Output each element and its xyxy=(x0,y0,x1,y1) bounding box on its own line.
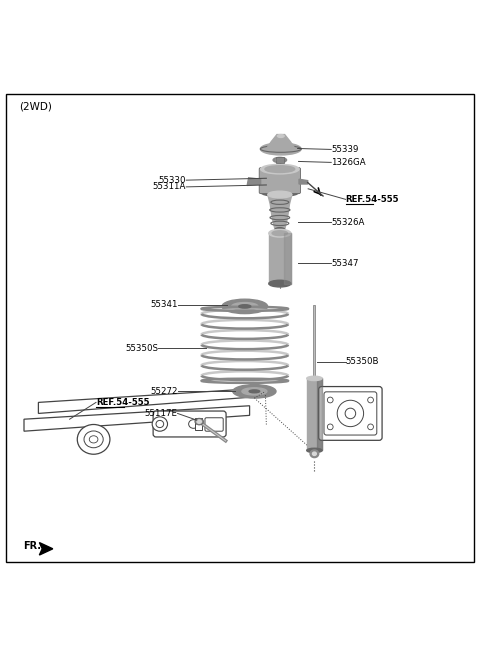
Polygon shape xyxy=(38,388,264,413)
Text: 55311A: 55311A xyxy=(153,182,186,192)
Ellipse shape xyxy=(249,390,260,393)
Polygon shape xyxy=(24,406,250,431)
Ellipse shape xyxy=(275,228,285,232)
Ellipse shape xyxy=(277,134,284,138)
Ellipse shape xyxy=(307,377,322,380)
Ellipse shape xyxy=(265,166,295,173)
Ellipse shape xyxy=(268,191,292,198)
Ellipse shape xyxy=(77,424,110,454)
Ellipse shape xyxy=(233,384,276,398)
Polygon shape xyxy=(284,233,291,283)
Polygon shape xyxy=(39,543,53,555)
Ellipse shape xyxy=(276,159,283,161)
Ellipse shape xyxy=(310,450,319,458)
Ellipse shape xyxy=(269,230,291,237)
Ellipse shape xyxy=(368,397,373,403)
Ellipse shape xyxy=(197,420,202,423)
Ellipse shape xyxy=(269,280,291,287)
Ellipse shape xyxy=(345,408,356,419)
Polygon shape xyxy=(299,179,308,184)
Text: 55347: 55347 xyxy=(331,258,359,268)
Text: (2WD): (2WD) xyxy=(19,102,52,112)
FancyBboxPatch shape xyxy=(205,418,223,431)
Ellipse shape xyxy=(327,397,333,403)
Ellipse shape xyxy=(260,143,301,155)
Ellipse shape xyxy=(337,400,364,426)
Text: 55117E: 55117E xyxy=(144,409,178,418)
Text: 1326GA: 1326GA xyxy=(331,158,366,167)
Polygon shape xyxy=(247,178,261,186)
Ellipse shape xyxy=(239,305,251,308)
FancyBboxPatch shape xyxy=(259,168,300,194)
Bar xyxy=(195,419,202,430)
Polygon shape xyxy=(317,379,322,451)
Polygon shape xyxy=(268,195,292,230)
Ellipse shape xyxy=(273,157,287,163)
Text: FR.: FR. xyxy=(23,541,41,552)
Text: 55339: 55339 xyxy=(331,145,359,154)
Text: 55350S: 55350S xyxy=(125,344,158,353)
Bar xyxy=(307,379,322,451)
Ellipse shape xyxy=(307,448,322,453)
Text: 55350B: 55350B xyxy=(346,357,379,366)
Ellipse shape xyxy=(261,164,299,174)
Ellipse shape xyxy=(89,436,98,443)
FancyBboxPatch shape xyxy=(276,157,284,163)
Text: REF.54-555: REF.54-555 xyxy=(96,398,149,407)
Text: 55272: 55272 xyxy=(150,387,178,396)
Ellipse shape xyxy=(327,424,333,430)
Ellipse shape xyxy=(261,188,299,197)
Text: REF.54-555: REF.54-555 xyxy=(346,195,399,204)
Ellipse shape xyxy=(152,417,168,431)
Ellipse shape xyxy=(189,420,198,428)
Text: 55341: 55341 xyxy=(150,300,178,310)
Ellipse shape xyxy=(272,231,288,236)
FancyBboxPatch shape xyxy=(324,392,377,435)
Ellipse shape xyxy=(242,388,267,395)
Ellipse shape xyxy=(84,431,103,448)
Ellipse shape xyxy=(232,302,258,310)
Text: 55330: 55330 xyxy=(159,176,186,184)
Ellipse shape xyxy=(368,424,373,430)
Ellipse shape xyxy=(312,452,316,455)
FancyBboxPatch shape xyxy=(153,411,226,437)
Ellipse shape xyxy=(195,419,204,425)
Polygon shape xyxy=(266,134,295,149)
Ellipse shape xyxy=(222,299,268,314)
Text: 55326A: 55326A xyxy=(331,218,365,227)
Bar xyxy=(269,233,291,283)
Ellipse shape xyxy=(156,420,164,428)
FancyBboxPatch shape xyxy=(319,386,382,440)
